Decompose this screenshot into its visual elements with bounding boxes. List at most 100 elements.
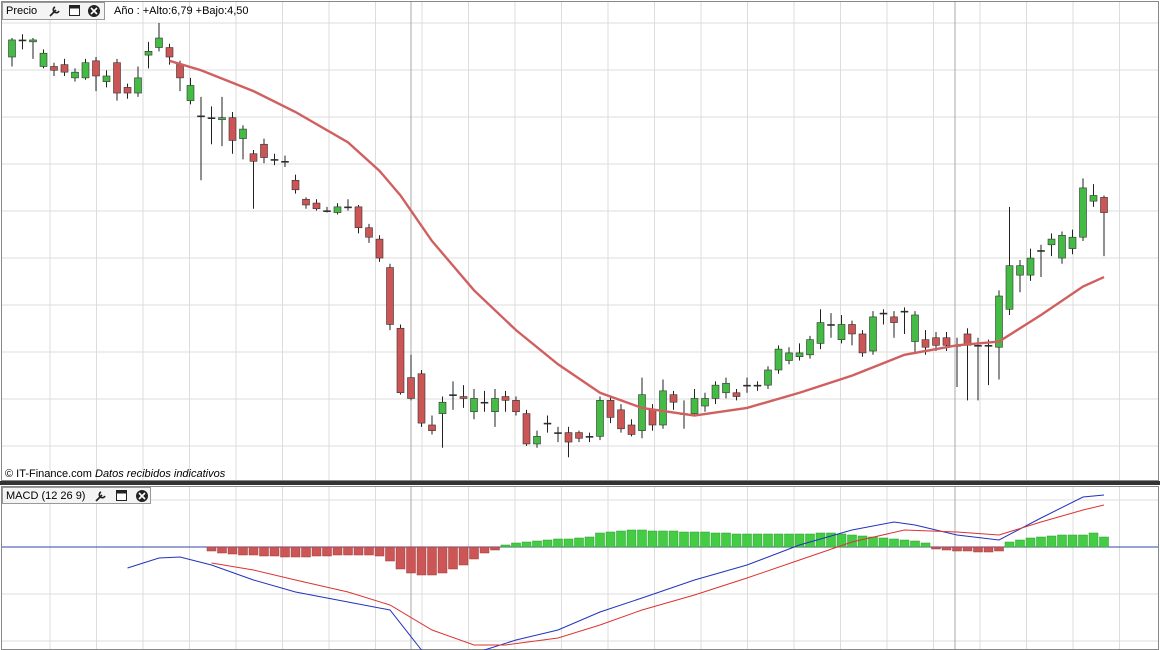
candle-body — [8, 39, 16, 58]
histogram-bar — [406, 546, 416, 574]
histogram-bar — [238, 546, 248, 556]
histogram-bar — [206, 546, 217, 552]
histogram-bar — [752, 533, 763, 548]
candle-body — [302, 198, 310, 206]
histogram-bar — [385, 546, 395, 562]
histogram-bar — [889, 538, 899, 548]
histogram-bar — [1099, 536, 1109, 548]
indicator-line — [211, 504, 1105, 646]
histogram-bar — [868, 536, 878, 548]
price-panel-frame — [1, 1, 1159, 481]
window-icon-bar — [69, 5, 80, 9]
candle-body — [701, 398, 709, 407]
candle-body — [974, 345, 982, 347]
candle-body — [186, 85, 195, 101]
histogram-bar — [983, 546, 994, 553]
candle-body — [428, 424, 436, 431]
candle-body — [1016, 265, 1024, 276]
histogram-bar — [532, 540, 542, 548]
candle-body — [543, 422, 552, 425]
histogram-bar — [994, 546, 1004, 552]
candle-body — [690, 398, 699, 414]
candle-body — [407, 377, 415, 399]
candle-body — [50, 66, 58, 71]
histogram-bar — [311, 546, 322, 557]
candle-body — [585, 436, 594, 438]
histogram-bar — [227, 546, 238, 555]
candle-body — [1079, 187, 1087, 238]
histogram-bar — [1057, 534, 1067, 548]
candle-body — [459, 396, 468, 399]
histogram-bar — [353, 546, 364, 556]
histogram-bar — [962, 546, 973, 552]
candle-body — [134, 77, 142, 94]
histogram-bar — [542, 539, 553, 548]
candle-body — [1058, 235, 1066, 259]
histogram-bar — [616, 530, 626, 548]
candle-body — [165, 47, 174, 58]
candle-body — [365, 227, 373, 238]
candle-body — [1068, 236, 1077, 249]
macd-toolbar: MACD (12 26 9) — [2, 487, 151, 504]
candle-body — [501, 396, 510, 401]
price-plot — [8, 22, 1108, 458]
histogram-bar — [364, 546, 374, 556]
candle-body — [228, 117, 237, 141]
histogram-bar — [973, 546, 983, 553]
candle-body — [1037, 250, 1045, 252]
candle-body — [932, 337, 940, 346]
candle-body — [638, 394, 646, 431]
candle-body — [144, 51, 153, 56]
candle-body — [984, 345, 993, 347]
candle-body — [722, 382, 730, 394]
histogram-bar — [584, 536, 595, 548]
candle-body — [92, 60, 100, 77]
candle-body — [827, 324, 835, 326]
histogram-bar — [448, 546, 458, 570]
settings-icon[interactable] — [95, 491, 106, 502]
candle-body — [858, 333, 867, 354]
candle-body — [239, 128, 247, 139]
candle-body — [333, 206, 342, 213]
histogram-bar — [941, 546, 952, 551]
candle-body — [417, 373, 426, 424]
histogram-bar — [248, 546, 259, 556]
candle-body — [942, 337, 951, 346]
candle-body — [218, 117, 226, 120]
candle-body — [564, 432, 573, 443]
candle-body — [533, 436, 541, 445]
candle-body — [900, 310, 909, 313]
candle-body — [81, 62, 90, 79]
histogram-bar — [784, 533, 794, 548]
candle-body — [396, 327, 405, 394]
histogram-bar — [217, 546, 227, 554]
candle-body — [743, 384, 751, 387]
candle-body — [995, 295, 1003, 348]
candle-body — [18, 39, 27, 42]
histogram-bar — [553, 538, 563, 548]
histogram-bar — [689, 531, 700, 548]
candle-body — [659, 390, 667, 426]
histogram-bar — [301, 546, 311, 558]
panel-title: Precio — [6, 5, 37, 17]
settings-icon[interactable] — [49, 6, 60, 17]
candle-body — [197, 115, 205, 118]
macd-plot — [127, 494, 1109, 650]
histogram-bar — [826, 532, 836, 548]
candle-body — [123, 87, 132, 94]
histogram-bar — [805, 533, 815, 548]
histogram-bar — [647, 530, 658, 548]
candle-body — [774, 348, 783, 371]
histogram-bar — [836, 533, 847, 548]
histogram-bar — [290, 546, 301, 558]
histogram-bar — [1046, 535, 1057, 548]
histogram-bar — [521, 541, 532, 548]
close-cross — [138, 492, 146, 500]
histogram-bar — [1025, 537, 1036, 548]
histogram-bar — [910, 540, 920, 548]
histogram-bar — [469, 546, 479, 560]
candle-body — [249, 153, 258, 162]
candle-body — [627, 424, 636, 435]
histogram-bar — [794, 533, 805, 548]
